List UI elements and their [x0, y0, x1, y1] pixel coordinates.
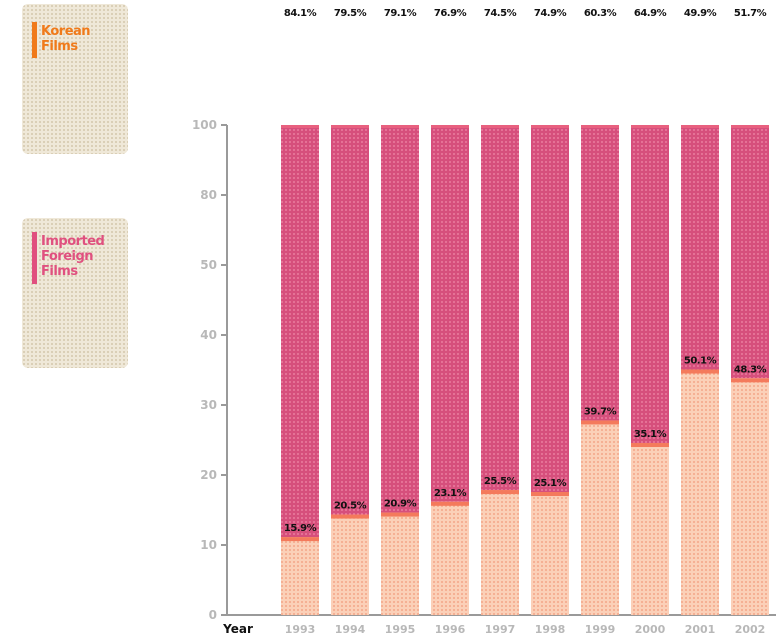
bar-korean-cap	[631, 443, 669, 448]
data-label-imported: 74.9%	[534, 8, 567, 19]
legend-korean-label: Korean Films	[41, 24, 91, 54]
bar-imported	[431, 125, 469, 502]
bar-korean	[731, 378, 769, 615]
bar-imported-cap	[581, 125, 619, 128]
bar-imported-cap	[481, 125, 519, 128]
data-label-imported: 64.9%	[634, 8, 667, 19]
bar-imported	[681, 125, 719, 370]
bar-imported	[731, 125, 769, 379]
legend-imported-box: Imported Foreign Films	[22, 218, 128, 368]
data-label-korean: 25.1%	[534, 478, 567, 489]
y-tick-label: 20	[200, 468, 217, 482]
bar-imported	[381, 125, 419, 513]
x-tick-label: 2001	[685, 623, 716, 636]
x-tick-label: 2000	[635, 623, 666, 636]
bar-imported	[531, 125, 569, 493]
x-tick-label: 1997	[485, 623, 516, 636]
data-label-imported: 51.7%	[734, 8, 767, 19]
bar-korean-cap	[531, 492, 569, 497]
legend-imported-label: Imported Foreign Films	[41, 234, 105, 279]
bar-korean	[631, 443, 669, 615]
bar-imported	[281, 125, 319, 538]
x-tick-label: 2002	[735, 623, 766, 636]
bar-imported-cap	[381, 125, 419, 128]
y-tick-label: 50	[200, 258, 217, 272]
bar-korean-cap	[681, 369, 719, 374]
x-tick-label: 1994	[335, 623, 366, 636]
x-axis-label: Year	[222, 622, 253, 636]
legend-imported-label-line3: Films	[41, 264, 78, 279]
bar-korean-cap	[281, 537, 319, 542]
bar-korean-cap	[581, 420, 619, 425]
data-labels-group: 84.1% 15.9% 1993 79.5% 20.5% 1994 79.1% 20.9% 19…	[284, 8, 767, 636]
data-label-imported: 76.9%	[434, 8, 467, 19]
bar-korean-cap	[381, 512, 419, 517]
bar-korean	[531, 492, 569, 615]
bar-imported	[331, 125, 369, 515]
x-tick-label: 1993	[285, 623, 316, 636]
y-tick-label: 40	[200, 328, 217, 342]
bar-korean-cap	[731, 378, 769, 383]
data-label-korean: 35.1%	[634, 429, 667, 440]
y-tick-label: 30	[200, 398, 217, 412]
bar-imported	[581, 125, 619, 421]
data-label-korean: 23.1%	[434, 488, 467, 499]
legend-korean-box: Korean Films	[22, 4, 128, 154]
data-label-korean: 50.1%	[684, 356, 717, 367]
bar-imported-cap	[331, 125, 369, 128]
bar-imported	[481, 125, 519, 491]
y-tick-label: 10	[200, 538, 217, 552]
x-tick-label: 1995	[385, 623, 416, 636]
bar-imported-cap	[431, 125, 469, 128]
data-label-imported: 49.9%	[684, 8, 717, 19]
bar-imported-cap	[281, 125, 319, 128]
data-label-korean: 20.5%	[334, 501, 367, 512]
legend-imported-swatch	[32, 232, 37, 284]
bar-korean-cap	[431, 501, 469, 506]
legend-korean-swatch	[32, 22, 37, 58]
data-label-korean: 25.5%	[484, 476, 517, 487]
data-label-korean: 39.7%	[584, 406, 617, 417]
data-label-imported: 74.5%	[484, 8, 517, 19]
bar-korean	[681, 369, 719, 615]
x-tick-label: 1999	[585, 623, 616, 636]
bar-korean-cap	[481, 490, 519, 495]
data-label-imported: 79.5%	[334, 8, 367, 19]
data-label-korean: 48.3%	[734, 364, 767, 375]
bar-imported-cap	[681, 125, 719, 128]
data-label-imported: 60.3%	[584, 8, 617, 19]
legend-imported-label-line1: Imported	[41, 234, 105, 249]
data-label-imported: 84.1%	[284, 8, 317, 19]
bar-korean	[281, 537, 319, 615]
legend-korean-label-line1: Korean	[41, 24, 91, 39]
bar-imported-cap	[731, 125, 769, 128]
x-tick-label: 1998	[535, 623, 566, 636]
data-label-imported: 79.1%	[384, 8, 417, 19]
y-tick-label: 0	[209, 608, 217, 622]
bars-group	[281, 125, 769, 615]
legend-imported-label-line2: Foreign	[41, 249, 94, 264]
bar-korean-cap	[331, 514, 369, 519]
bar-korean	[581, 420, 619, 615]
bar-korean	[331, 514, 369, 615]
y-tick-label: 100	[192, 118, 217, 132]
bar-imported-cap	[631, 125, 669, 128]
data-label-korean: 15.9%	[284, 523, 317, 534]
bar-imported	[631, 125, 669, 444]
bar-korean	[481, 490, 519, 615]
data-label-korean: 20.9%	[384, 499, 417, 510]
legend-korean-label-line2: Films	[41, 39, 78, 54]
bar-korean	[431, 501, 469, 615]
bar-korean	[381, 512, 419, 615]
x-tick-label: 1996	[435, 623, 466, 636]
bar-imported-cap	[531, 125, 569, 128]
y-tick-label: 80	[200, 188, 217, 202]
